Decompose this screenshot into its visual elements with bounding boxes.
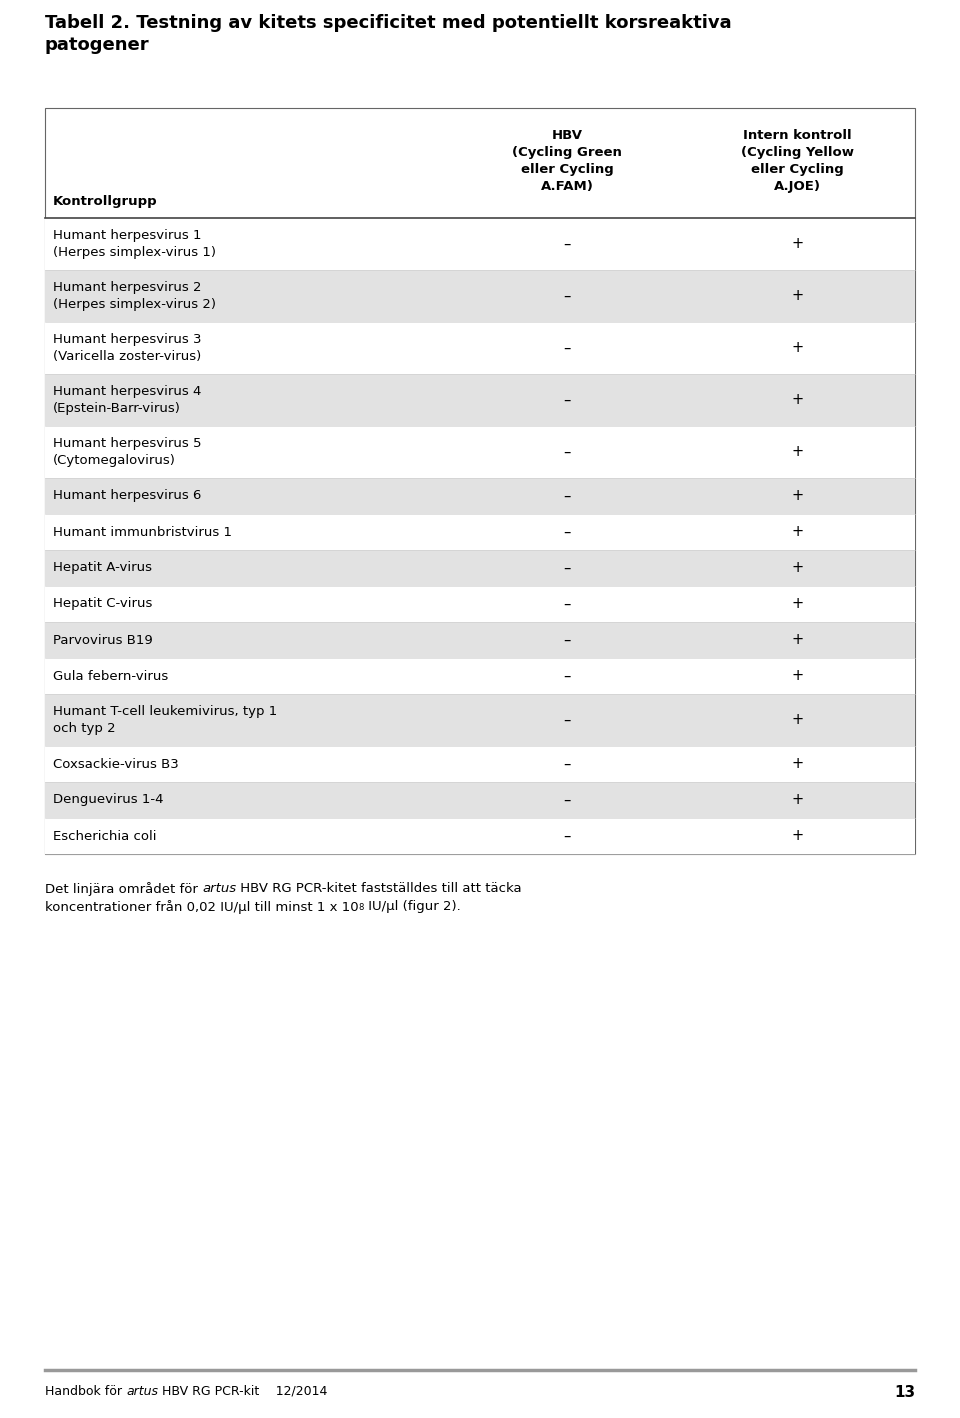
Text: +: + bbox=[791, 525, 804, 539]
Text: koncentrationer från 0,02 IU/μl till minst 1 x 10: koncentrationer från 0,02 IU/μl till min… bbox=[45, 900, 359, 915]
Text: +: + bbox=[791, 668, 804, 683]
Bar bbox=[45, 218, 915, 269]
Bar bbox=[45, 374, 915, 425]
Text: +: + bbox=[791, 828, 804, 844]
Text: HBV RG PCR-kit  12/2014: HBV RG PCR-kit 12/2014 bbox=[158, 1385, 327, 1398]
Bar bbox=[45, 693, 915, 746]
Text: Humant herpesvirus 5
(Cytomegalovirus): Humant herpesvirus 5 (Cytomegalovirus) bbox=[53, 437, 202, 467]
Text: Kontrollgrupp: Kontrollgrupp bbox=[53, 196, 157, 208]
Text: +: + bbox=[791, 597, 804, 611]
Text: –: – bbox=[564, 632, 570, 648]
Bar bbox=[45, 513, 915, 550]
Text: Humant T-cell leukemivirus, typ 1
och typ 2: Humant T-cell leukemivirus, typ 1 och ty… bbox=[53, 705, 277, 735]
Text: IU/μl (figur 2).: IU/μl (figur 2). bbox=[364, 900, 461, 913]
Bar bbox=[45, 623, 915, 658]
Text: 13: 13 bbox=[894, 1385, 915, 1400]
Text: Intern kontroll
(Cycling Yellow
eller Cycling
A.JOE): Intern kontroll (Cycling Yellow eller Cy… bbox=[741, 129, 854, 193]
Bar bbox=[45, 322, 915, 374]
Text: +: + bbox=[791, 488, 804, 503]
Text: +: + bbox=[791, 393, 804, 407]
Text: 8: 8 bbox=[359, 903, 364, 912]
Bar bbox=[45, 781, 915, 818]
Text: Humant herpesvirus 3
(Varicella zoster-virus): Humant herpesvirus 3 (Varicella zoster-v… bbox=[53, 333, 202, 363]
Text: Humant herpesvirus 4
(Epstein-Barr-virus): Humant herpesvirus 4 (Epstein-Barr-virus… bbox=[53, 386, 202, 414]
Text: +: + bbox=[791, 288, 804, 303]
Text: –: – bbox=[564, 712, 570, 727]
Text: –: – bbox=[564, 393, 570, 407]
Text: Humant herpesvirus 1
(Herpes simplex-virus 1): Humant herpesvirus 1 (Herpes simplex-vir… bbox=[53, 230, 216, 258]
Bar bbox=[45, 108, 915, 854]
Text: +: + bbox=[791, 712, 804, 727]
Text: Humant immunbristvirus 1: Humant immunbristvirus 1 bbox=[53, 526, 232, 539]
Text: +: + bbox=[791, 793, 804, 807]
Text: Humant herpesvirus 6: Humant herpesvirus 6 bbox=[53, 489, 202, 502]
Bar bbox=[45, 550, 915, 586]
Text: +: + bbox=[791, 444, 804, 459]
Text: –: – bbox=[564, 828, 570, 844]
Text: +: + bbox=[791, 340, 804, 356]
Text: patogener: patogener bbox=[45, 35, 150, 54]
Text: +: + bbox=[791, 632, 804, 648]
Bar bbox=[45, 818, 915, 854]
Bar bbox=[45, 425, 915, 478]
Text: Hepatit A-virus: Hepatit A-virus bbox=[53, 562, 152, 574]
Text: –: – bbox=[564, 756, 570, 771]
Text: artus: artus bbox=[203, 882, 236, 895]
Text: Hepatit C-virus: Hepatit C-virus bbox=[53, 597, 153, 611]
Text: Coxsackie-virus B3: Coxsackie-virus B3 bbox=[53, 757, 179, 770]
Text: –: – bbox=[564, 560, 570, 576]
Text: –: – bbox=[564, 793, 570, 807]
Text: –: – bbox=[564, 525, 570, 539]
Bar bbox=[45, 658, 915, 693]
Bar bbox=[45, 269, 915, 322]
Text: artus: artus bbox=[126, 1385, 158, 1398]
Bar bbox=[45, 478, 915, 513]
Text: –: – bbox=[564, 288, 570, 303]
Bar bbox=[45, 746, 915, 781]
Text: –: – bbox=[564, 597, 570, 611]
Text: Humant herpesvirus 2
(Herpes simplex-virus 2): Humant herpesvirus 2 (Herpes simplex-vir… bbox=[53, 281, 216, 311]
Bar bbox=[45, 586, 915, 623]
Text: Gula febern-virus: Gula febern-virus bbox=[53, 669, 168, 682]
Text: Parvovirus B19: Parvovirus B19 bbox=[53, 634, 153, 647]
Text: HBV RG PCR-kitet fastställdes till att täcka: HBV RG PCR-kitet fastställdes till att t… bbox=[236, 882, 522, 895]
Text: –: – bbox=[564, 340, 570, 356]
Text: +: + bbox=[791, 560, 804, 576]
Text: +: + bbox=[791, 237, 804, 251]
Text: Denguevirus 1-4: Denguevirus 1-4 bbox=[53, 794, 163, 807]
Text: Det linjära området för: Det linjära området för bbox=[45, 882, 203, 896]
Text: –: – bbox=[564, 488, 570, 503]
Text: –: – bbox=[564, 237, 570, 251]
Text: –: – bbox=[564, 444, 570, 459]
Text: HBV
(Cycling Green
eller Cycling
A.FAM): HBV (Cycling Green eller Cycling A.FAM) bbox=[512, 129, 622, 193]
Text: Handbok för: Handbok för bbox=[45, 1385, 126, 1398]
Text: –: – bbox=[564, 668, 570, 683]
Text: Escherichia coli: Escherichia coli bbox=[53, 830, 156, 842]
Text: +: + bbox=[791, 756, 804, 771]
Text: Tabell 2. Testning av kitets specificitet med potentiellt korsreaktiva: Tabell 2. Testning av kitets specificite… bbox=[45, 14, 732, 33]
